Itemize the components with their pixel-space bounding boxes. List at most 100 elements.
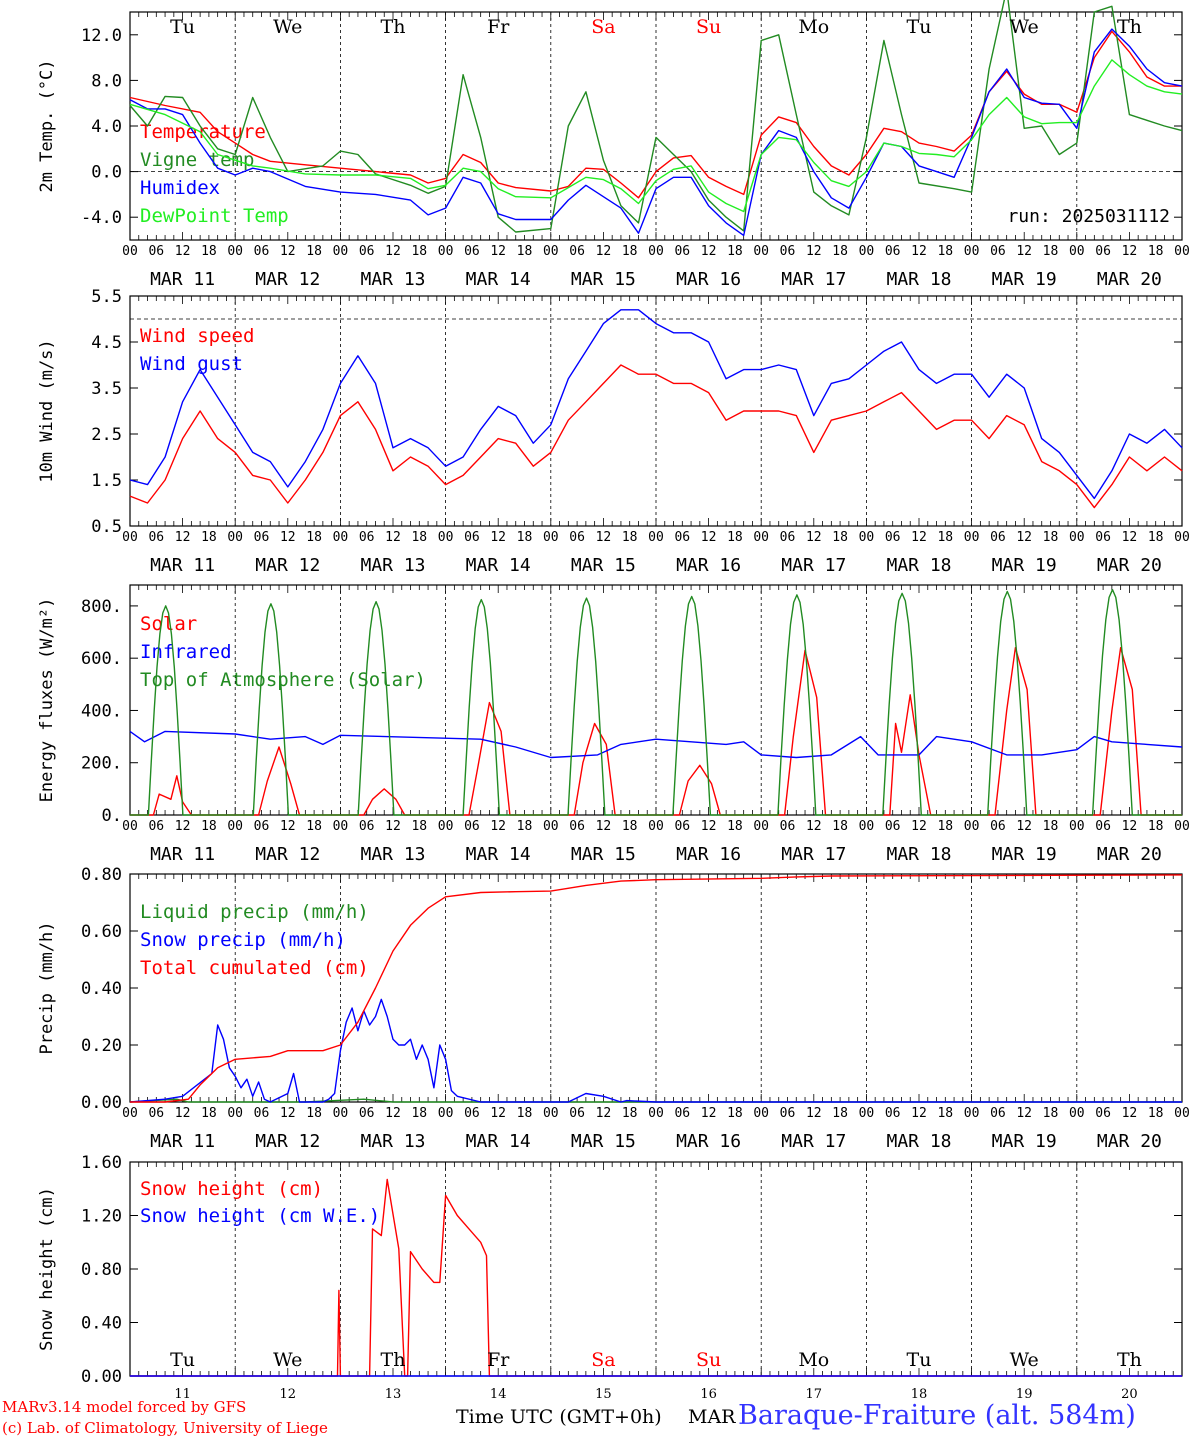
weekday-label: We: [273, 1349, 302, 1371]
hour-tick-label: 00: [227, 244, 243, 259]
y-tick-label: 0.60: [81, 922, 122, 942]
hour-tick-label: 12: [1122, 244, 1138, 259]
hour-tick-label: 00: [859, 530, 875, 545]
hour-tick-label: 06: [674, 819, 690, 834]
hour-tick-label: 06: [674, 1106, 690, 1121]
hour-tick-label: 00: [122, 1106, 138, 1121]
legend-entry: Snow height (cm): [140, 1178, 323, 1200]
hour-tick-label: 12: [385, 1106, 401, 1121]
day-number-label: 13: [385, 1387, 402, 1402]
hour-tick-label: 12: [701, 1106, 717, 1121]
legend-entry: Total cumulated (cm): [140, 957, 369, 979]
hour-tick-label: 06: [254, 530, 270, 545]
hour-tick-label: 18: [1148, 244, 1164, 259]
hour-tick-label: 06: [780, 819, 796, 834]
y-tick-label: 1.5: [91, 471, 122, 491]
hour-tick-label: 18: [1148, 1106, 1164, 1121]
y-tick-label: 0.5: [91, 517, 122, 537]
hour-tick-label: 00: [543, 244, 559, 259]
hour-tick-label: 00: [859, 819, 875, 834]
series-line-total-cumulated-cm-: [130, 874, 1183, 1103]
hour-tick-label: 18: [1043, 819, 1059, 834]
hour-tick-label: 00: [753, 819, 769, 834]
hour-tick-label: 06: [780, 1106, 796, 1121]
hour-tick-label: 12: [1016, 530, 1032, 545]
hour-tick-label: 18: [727, 1106, 743, 1121]
hour-tick-label: 00: [333, 1106, 349, 1121]
hour-tick-label: 18: [201, 819, 217, 834]
hour-tick-label: 12: [175, 244, 191, 259]
y-tick-label: 0.20: [81, 1036, 122, 1056]
hour-tick-label: 18: [622, 819, 638, 834]
hour-tick-label: 18: [727, 244, 743, 259]
hour-tick-label: 12: [806, 1106, 822, 1121]
y-tick-label: 0.40: [81, 1314, 122, 1334]
hour-tick-label: 18: [201, 530, 217, 545]
date-label: MAR 14: [466, 269, 531, 290]
hour-tick-label: 12: [596, 1106, 612, 1121]
hour-tick-label: 18: [306, 1106, 322, 1121]
weekday-label: Th: [1117, 1349, 1142, 1371]
hour-tick-label: 18: [622, 1106, 638, 1121]
hour-tick-label: 18: [832, 530, 848, 545]
date-label: MAR 16: [676, 555, 741, 576]
date-label: MAR 18: [886, 269, 951, 290]
weekday-label: Th: [1117, 16, 1142, 38]
y-tick-label: 0.: [102, 806, 122, 826]
hour-tick-label: 12: [385, 530, 401, 545]
hour-tick-label: 00: [1069, 819, 1085, 834]
hour-tick-label: 00: [964, 819, 980, 834]
weekday-label: Mo: [798, 1349, 829, 1371]
hour-tick-label: 00: [1069, 244, 1085, 259]
legend-entry: DewPoint Temp: [140, 205, 289, 227]
hour-tick-label: 12: [175, 1106, 191, 1121]
hour-tick-label: 18: [937, 244, 953, 259]
hour-tick-label: 18: [306, 244, 322, 259]
run-label: run: 2025031112: [1007, 206, 1170, 227]
hour-tick-label: 06: [148, 530, 164, 545]
hour-tick-label: 12: [911, 530, 927, 545]
hour-tick-label: 18: [411, 244, 427, 259]
hour-tick-label: 06: [569, 530, 585, 545]
weekday-label: Th: [381, 16, 406, 38]
hour-tick-label: 06: [359, 530, 375, 545]
y-tick-label: 0.0: [91, 163, 122, 183]
y-tick-label: 0.00: [81, 1093, 122, 1113]
hour-tick-label: 00: [543, 1106, 559, 1121]
y-tick-label: 5.5: [91, 287, 122, 307]
hour-tick-label: 18: [1043, 530, 1059, 545]
legend-entry: Liquid precip (mm/h): [140, 901, 369, 923]
hour-tick-label: 18: [622, 244, 638, 259]
y-tick-label: 12.0: [81, 26, 122, 46]
hour-tick-label: 06: [990, 1106, 1006, 1121]
legend-entry: Vigne temp: [140, 149, 254, 171]
hour-tick-label: 18: [306, 530, 322, 545]
hour-tick-label: 00: [648, 530, 664, 545]
hour-tick-label: 18: [411, 819, 427, 834]
hour-tick-label: 00: [333, 244, 349, 259]
hour-tick-label: 12: [385, 244, 401, 259]
hour-tick-label: 06: [254, 244, 270, 259]
hour-tick-label: 06: [464, 819, 480, 834]
series-line-top-of-atmosphere-solar-: [130, 589, 1182, 816]
hour-tick-label: 12: [1016, 244, 1032, 259]
hour-tick-label: 18: [622, 530, 638, 545]
legend-entry: Temperature: [140, 121, 266, 143]
hour-tick-label: 00: [122, 530, 138, 545]
date-label: MAR 13: [360, 269, 425, 290]
y-tick-label: 4.5: [91, 333, 122, 353]
hour-tick-label: 06: [359, 819, 375, 834]
date-label: MAR 20: [1097, 844, 1162, 865]
station-name: Baraque-Fraiture (alt. 584m): [738, 1400, 1136, 1431]
y-axis-label: 2m Temp. (°C): [37, 59, 57, 192]
date-label: MAR 13: [360, 555, 425, 576]
hour-tick-label: 00: [122, 819, 138, 834]
hour-tick-label: 18: [517, 1106, 533, 1121]
date-label: MAR 19: [992, 555, 1057, 576]
weekday-label: Su: [696, 1349, 721, 1371]
hour-tick-label: 12: [806, 819, 822, 834]
series-line-vigne-temp: [129, 0, 1183, 233]
hour-tick-label: 00: [964, 1106, 980, 1121]
weekday-label: Sa: [591, 1349, 615, 1371]
